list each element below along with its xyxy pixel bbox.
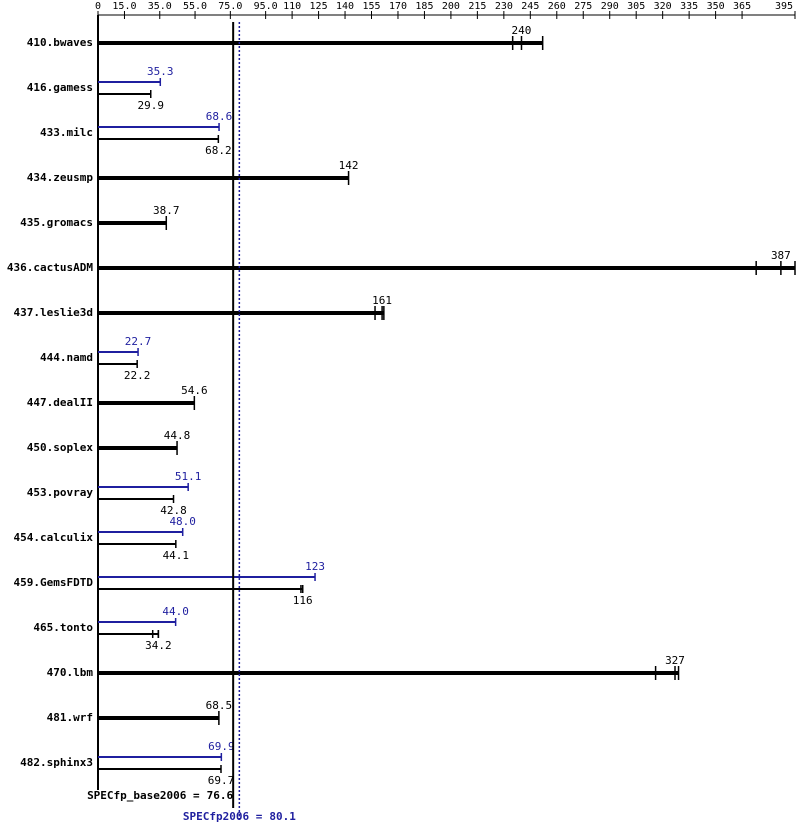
value-label: 22.2 — [124, 369, 151, 382]
x-tick-label: 35.0 — [148, 1, 172, 12]
x-tick-label: 200 — [442, 1, 460, 12]
row-label: 454.calculix — [14, 531, 94, 544]
value-label: 44.8 — [164, 429, 191, 442]
x-tick-label: 185 — [415, 1, 433, 12]
value-label: 42.8 — [160, 504, 187, 517]
value-label: 116 — [293, 594, 313, 607]
row-label: 470.lbm — [47, 666, 94, 679]
x-tick-label: 95.0 — [254, 1, 278, 12]
x-tick-label: 275 — [574, 1, 592, 12]
row-label: 434.zeusmp — [27, 171, 94, 184]
x-tick-label: 290 — [601, 1, 619, 12]
row-label: 444.namd — [40, 351, 93, 364]
value-label: 123 — [305, 560, 325, 573]
value-label: 48.0 — [169, 515, 196, 528]
x-tick-label: 305 — [627, 1, 645, 12]
x-tick-label: 365 — [733, 1, 751, 12]
x-tick-label: 55.0 — [183, 1, 207, 12]
value-label: 34.2 — [145, 639, 172, 652]
value-label: 327 — [665, 654, 685, 667]
x-tick-label: 15.0 — [112, 1, 136, 12]
row-label: 447.dealII — [27, 396, 93, 409]
row-label: 435.gromacs — [20, 216, 93, 229]
x-tick-label: 75.0 — [218, 1, 242, 12]
value-label: 240 — [512, 24, 532, 37]
x-tick-label: 110 — [283, 1, 301, 12]
value-label: 54.6 — [181, 384, 208, 397]
x-tick-label: 260 — [548, 1, 566, 12]
value-label: 69.7 — [208, 774, 235, 787]
value-label: 22.7 — [125, 335, 152, 348]
x-tick-label: 230 — [495, 1, 513, 12]
value-label: 142 — [339, 159, 359, 172]
x-tick-label: 350 — [707, 1, 725, 12]
x-tick-label: 125 — [310, 1, 328, 12]
value-label: 68.6 — [206, 110, 233, 123]
x-tick-label: 215 — [468, 1, 486, 12]
x-tick-label: 155 — [362, 1, 380, 12]
x-tick-label: 335 — [680, 1, 698, 12]
x-tick-label: 245 — [521, 1, 539, 12]
row-label: 437.leslie3d — [14, 306, 93, 319]
value-label: 44.1 — [163, 549, 190, 562]
summary-label: SPECfp_base2006 = 76.6 — [87, 789, 233, 802]
x-tick-label: 395 — [775, 1, 793, 12]
row-label: 416.gamess — [27, 81, 93, 94]
row-label: 481.wrf — [47, 711, 93, 724]
value-label: 161 — [372, 294, 392, 307]
value-label: 387 — [771, 249, 791, 262]
value-label: 44.0 — [162, 605, 189, 618]
row-label: 453.povray — [27, 486, 94, 499]
summary-name: SPECfp2006 = — [183, 810, 263, 823]
x-tick-label: 0 — [95, 1, 101, 12]
value-label: 69.9 — [208, 740, 235, 753]
value-label: 51.1 — [175, 470, 202, 483]
row-label: 465.tonto — [33, 621, 93, 634]
value-label: 38.7 — [153, 204, 180, 217]
row-label: 410.bwaves — [27, 36, 93, 49]
row-label: 482.sphinx3 — [20, 756, 93, 769]
value-label: 68.2 — [205, 144, 232, 157]
row-label: 436.cactusADM — [7, 261, 93, 274]
row-label: 433.milc — [40, 126, 93, 139]
value-label: 35.3 — [147, 65, 174, 78]
value-label: 29.9 — [138, 99, 165, 112]
row-label: 450.soplex — [27, 441, 94, 454]
row-label: 459.GemsFDTD — [14, 576, 94, 589]
x-tick-label: 140 — [336, 1, 354, 12]
value-label: 68.5 — [206, 699, 233, 712]
summary-value: 76.6 — [207, 789, 234, 802]
x-tick-label: 320 — [654, 1, 672, 12]
summary-label: SPECfp2006 = 80.1 — [183, 810, 296, 823]
summary-value: 80.1 — [269, 810, 296, 823]
summary-name: SPECfp_base2006 = — [87, 789, 200, 802]
x-tick-label: 170 — [389, 1, 407, 12]
